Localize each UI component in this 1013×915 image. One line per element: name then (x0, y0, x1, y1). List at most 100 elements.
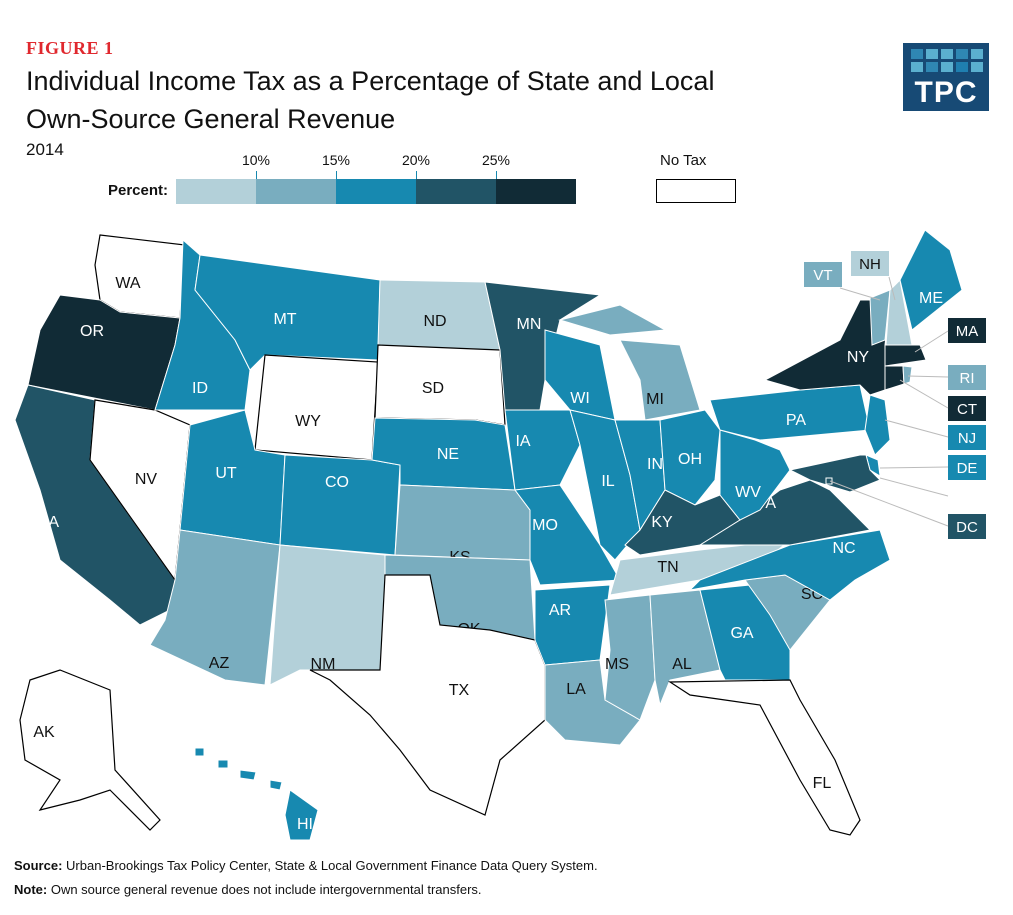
state-label: TX (449, 682, 470, 699)
state-az (149, 529, 281, 686)
chart-title: Individual Income Tax as a Percentage of… (26, 66, 715, 134)
state-label: PA (786, 412, 806, 429)
logo-square (941, 49, 953, 59)
state-ma (884, 344, 927, 367)
state-shape (869, 289, 891, 346)
state-shape (284, 789, 319, 841)
state-label: IL (601, 473, 614, 490)
state-nc (688, 529, 891, 601)
state-shape (504, 409, 581, 491)
leader-line (829, 480, 949, 527)
source-note: Source: Urban-Brookings Tax Policy Cente… (14, 858, 598, 873)
state-label: FL (813, 775, 832, 792)
state-dc (825, 477, 833, 485)
state-shape (217, 759, 229, 769)
state-shape (279, 454, 401, 556)
state-label: UT (215, 465, 237, 482)
figure-label: FIGURE 1 (26, 38, 114, 58)
logo-square (956, 49, 968, 59)
source-label: Source: (14, 858, 63, 873)
legend-swatch (256, 179, 336, 204)
state-la (544, 659, 641, 746)
state-label: LA (566, 681, 586, 698)
callout-box (948, 318, 986, 343)
state-label: MA (956, 323, 979, 340)
state-shape (619, 339, 701, 421)
leader-line (914, 330, 949, 353)
source-text: Urban-Brookings Tax Policy Center, State… (66, 858, 598, 873)
note-text: Own source general revenue does not incl… (50, 882, 482, 897)
state-label: HI (297, 816, 313, 833)
state-shape (884, 344, 927, 367)
state-label: NH (859, 256, 881, 273)
legend-tick-label: 25% (481, 152, 511, 168)
callout-box (804, 262, 842, 287)
logo-square (956, 62, 968, 72)
chart-subtitle: 2014 (26, 140, 64, 159)
state-label: NJ (958, 430, 976, 447)
state-label: AL (672, 656, 692, 673)
state-label: VT (813, 267, 832, 284)
callout-box (948, 425, 986, 450)
state-label: CA (37, 514, 60, 531)
state-shape (788, 454, 881, 493)
state-label: RI (960, 370, 975, 387)
state-shape (668, 679, 861, 836)
state-shape (239, 769, 257, 781)
callout-box (851, 251, 889, 276)
state-label: NY (847, 349, 870, 366)
state-label: KY (651, 514, 673, 531)
state-ct (884, 365, 905, 391)
state-shape (149, 529, 281, 686)
state-shape (688, 529, 891, 601)
state-shape (309, 574, 546, 816)
state-label: DE (957, 460, 978, 477)
state-shape (194, 747, 205, 757)
logo-square (941, 62, 953, 72)
state-shape (825, 477, 833, 485)
state-hi (194, 747, 319, 841)
logo-text: TPC (914, 76, 978, 109)
logo-square (971, 62, 983, 72)
leader-line (879, 466, 949, 469)
state-label: AK (33, 724, 55, 741)
state-mo (514, 484, 621, 586)
state-label: IN (647, 456, 663, 473)
state-shape (484, 281, 602, 411)
state-shape (902, 365, 913, 385)
state-label: MT (273, 311, 296, 328)
leader-line (879, 477, 949, 497)
state-label: WI (570, 390, 590, 407)
state-label: WA (115, 275, 141, 292)
legend-tick-label: 15% (321, 152, 351, 168)
leader-line (884, 419, 949, 438)
state-label: MS (605, 656, 629, 673)
logo-square (971, 49, 983, 59)
state-label: NC (832, 540, 855, 557)
state-co (279, 454, 401, 556)
tpc-logo: TPC (903, 43, 989, 111)
state-ak (19, 669, 161, 831)
legend-tick-label: 20% (401, 152, 431, 168)
legend-tick (256, 171, 257, 179)
state-me (899, 229, 963, 331)
legend-tick (496, 171, 497, 179)
state-ar (534, 584, 611, 666)
state-label: ND (423, 313, 446, 330)
legend-swatch (496, 179, 576, 204)
state-label: MN (517, 316, 542, 333)
state-label: CT (957, 401, 977, 418)
state-label: OH (678, 451, 702, 468)
callout-box (948, 396, 986, 421)
state-label: ID (192, 380, 208, 397)
state-shape (19, 669, 161, 831)
state-label: SD (422, 380, 444, 397)
legend-no-tax-swatch (656, 179, 736, 203)
state-mn (484, 281, 602, 411)
state-shape (254, 354, 379, 461)
state-shape (899, 229, 963, 331)
logo-square (926, 62, 938, 72)
state-label: WY (295, 413, 321, 430)
